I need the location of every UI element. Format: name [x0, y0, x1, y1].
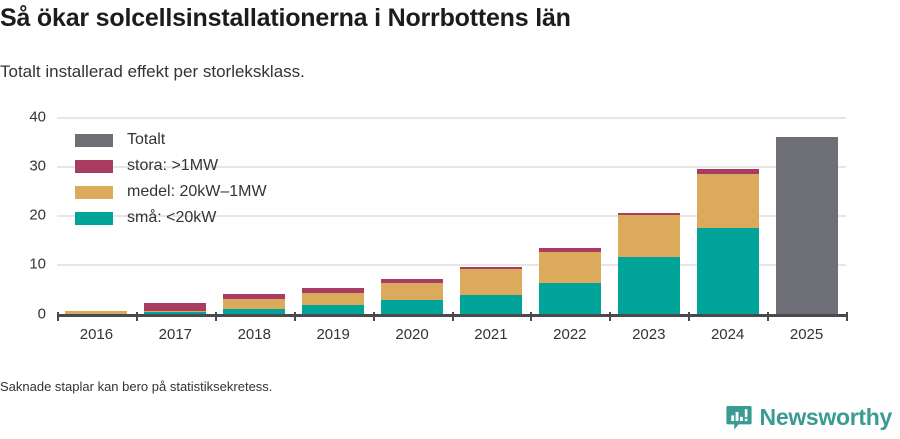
legend-item-label: stora: >1MW: [127, 157, 219, 174]
bar-group-2017[interactable]: [144, 117, 207, 314]
bar-segment[interactable]: [302, 288, 365, 293]
x-axis-tick-mark: [293, 312, 296, 321]
bar-segment[interactable]: [65, 311, 128, 314]
bar-group-2021[interactable]: [459, 117, 522, 314]
bar-group-2020[interactable]: [381, 117, 444, 314]
bar-segment[interactable]: [459, 269, 522, 295]
bar-group-2025[interactable]: [775, 117, 838, 314]
bar-segment[interactable]: [775, 136, 838, 314]
x-axis-tick-mark: [451, 312, 454, 321]
legend-color-swatch: [75, 159, 113, 173]
gridline: [57, 215, 846, 218]
bar-group-2023[interactable]: [617, 117, 680, 314]
legend-color-swatch: [75, 133, 113, 147]
bar-segment[interactable]: [459, 294, 522, 314]
chart-legend: Totalt stora: >1MW medel: 20kW–1MW små: <20…: [75, 127, 267, 231]
chart-subtitle: Totalt installerad effekt per storlekskl…: [0, 62, 305, 81]
x-axis-tick-label: 2020: [395, 326, 429, 343]
x-axis-tick-mark: [57, 312, 59, 321]
x-axis-tick-label: 2016: [79, 326, 114, 343]
gridline: [57, 264, 846, 267]
legend-item-sma[interactable]: små: <20kW: [75, 205, 267, 231]
x-axis-tick-label: 2018: [237, 326, 271, 343]
bar-segment[interactable]: [617, 215, 680, 257]
x-axis-tick-label: 2025: [789, 326, 824, 343]
x-axis-tick-mark: [688, 312, 691, 321]
y-axis-tick-label: 30: [29, 157, 46, 175]
legend-item-total[interactable]: Totalt: [75, 127, 267, 153]
legend-color-swatch: [75, 211, 113, 225]
bar-segment[interactable]: [538, 248, 601, 252]
x-axis-tick-mark: [372, 312, 375, 321]
page-title: Så ökar solcellsinstallationerna i Norrb…: [0, 4, 571, 32]
bar-group-2022[interactable]: [538, 117, 601, 314]
bar-group-2024[interactable]: [696, 117, 759, 314]
bar-segment[interactable]: [381, 300, 444, 314]
bar-segment[interactable]: [144, 310, 207, 313]
x-axis-tick-mark: [609, 312, 612, 321]
legend-item-stora[interactable]: stora: >1MW: [75, 153, 267, 179]
bar-segment[interactable]: [223, 299, 286, 310]
x-axis-tick-label: 2023: [632, 326, 666, 343]
bar-segment[interactable]: [302, 304, 365, 314]
x-axis-tick-label: 2017: [158, 326, 193, 343]
bar-segment[interactable]: [144, 312, 207, 314]
bar-segment[interactable]: [696, 173, 759, 228]
bar-group-2019[interactable]: [302, 117, 365, 314]
gridline: [57, 166, 846, 169]
bar-segment[interactable]: [381, 283, 444, 301]
y-axis-tick-label: 0: [37, 305, 46, 322]
chart-footnote: Saknade staplar kan bero på statistiksek…: [0, 379, 273, 394]
x-axis-tick-label: 2021: [474, 326, 508, 343]
bar-segment[interactable]: [617, 213, 680, 216]
y-axis-tick-label: 40: [29, 108, 46, 126]
x-axis-tick-label: 2024: [710, 326, 745, 343]
x-axis-tick-label: 2019: [316, 326, 350, 343]
x-axis-tick-mark: [767, 312, 770, 321]
bar-segment[interactable]: [617, 256, 680, 314]
legend-item-label: små: <20kW: [127, 209, 217, 226]
bar-group-2016[interactable]: [65, 117, 128, 314]
bar-segment[interactable]: [302, 292, 365, 305]
newsworthy-logo[interactable]: Newsworthy: [725, 404, 893, 431]
legend-color-swatch: [75, 185, 113, 199]
bar-group-2018[interactable]: [223, 117, 286, 314]
brand-name: Newsworthy: [759, 404, 893, 430]
bar-segment[interactable]: [538, 251, 601, 284]
legend-item-label: Totalt: [127, 131, 166, 148]
y-axis-tick-label: 20: [29, 206, 46, 224]
bar-segment[interactable]: [223, 293, 286, 300]
x-axis-tick-label: 2022: [553, 326, 587, 343]
x-axis-tick-mark: [846, 312, 848, 321]
bar-chart-bubble-icon: [725, 405, 752, 431]
bar-segment[interactable]: [538, 283, 601, 314]
bar-segment[interactable]: [459, 267, 522, 270]
bar-segment[interactable]: [144, 303, 207, 311]
y-axis-tick-label: 10: [29, 255, 46, 273]
x-axis-tick-mark: [530, 312, 533, 321]
bar-segment[interactable]: [381, 279, 444, 284]
bar-segment[interactable]: [696, 168, 759, 174]
bar-segment[interactable]: [696, 227, 759, 314]
x-axis-tick-mark: [135, 312, 138, 321]
x-axis-tick-mark: [214, 312, 217, 321]
legend-item-medel[interactable]: medel: 20kW–1MW: [75, 179, 267, 205]
legend-item-label: medel: 20kW–1MW: [127, 183, 267, 200]
bar-segment[interactable]: [223, 309, 286, 314]
gridline: [57, 117, 846, 119]
